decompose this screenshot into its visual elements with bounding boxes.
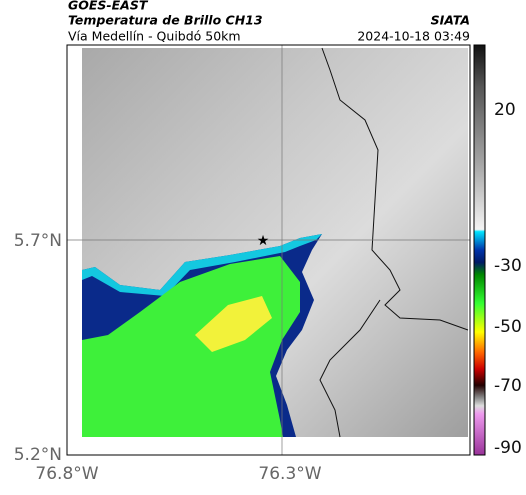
subtitle: Temperatura de Brillo CH13 [68,13,263,28]
colorbar-scale [473,44,486,456]
borders [319,47,469,438]
star-marker: ★ [257,233,270,249]
title: GOES-EAST [68,0,149,13]
map: ★ [66,44,471,456]
axis-labels: 5.7°N 5.2°N 76.8°W 76.3°W [14,231,322,484]
colorbar-tick: -30 [494,256,522,276]
colorbar: 20 -30 -50 -70 -90 [473,44,522,458]
lat-label: 5.2°N [14,445,62,465]
colorbar-tick: -50 [494,317,522,337]
lat-label: 5.7°N [14,231,62,251]
colorbar-tick: -70 [494,376,522,396]
colorbar-tick: -90 [494,438,522,458]
colorbar-tick: 20 [494,100,516,120]
header: GOES-EAST Temperatura de Brillo CH13 SIA… [68,0,470,44]
cloud-peak [195,296,272,352]
timestamp: 2024-10-18 03:49 [357,29,470,44]
lon-label: 76.8°W [35,464,98,484]
source: SIATA [431,13,470,28]
lon-label: 76.3°W [258,464,321,484]
cloud-edge [82,234,322,296]
route: Vía Medellín - Quibdó 50km [68,29,241,44]
map-frame [66,44,471,456]
